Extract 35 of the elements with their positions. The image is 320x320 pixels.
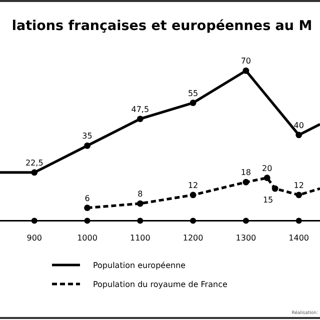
data-label: 47,5	[131, 104, 150, 114]
data-label: 15	[262, 196, 274, 205]
point	[242, 178, 250, 186]
point	[190, 192, 196, 198]
x-tick-label: 1400	[288, 234, 310, 243]
x-tick-label: 1000	[77, 234, 98, 243]
point	[296, 132, 302, 138]
data-label: 12	[188, 180, 198, 190]
point	[264, 174, 270, 182]
point	[84, 204, 90, 212]
data-label: 12	[294, 180, 304, 190]
x-tick-label: 1200	[182, 234, 204, 243]
data-label: 8	[138, 190, 143, 199]
data-label: 20	[262, 164, 272, 173]
x-tick-label: 900	[26, 234, 42, 243]
legend-label: Population européenne	[93, 261, 186, 270]
point	[136, 116, 144, 122]
point	[242, 68, 250, 74]
chart-title: lations françaises et européennes au M	[12, 18, 312, 34]
legend-label: Population du royaume de France	[93, 280, 228, 289]
point	[84, 142, 90, 149]
data-label: 22,5	[25, 158, 44, 168]
x-tick-label: 1100	[130, 234, 150, 243]
point	[296, 192, 302, 198]
data-label: 18	[240, 168, 252, 178]
data-label: 55	[188, 88, 198, 98]
point	[31, 169, 38, 176]
point	[272, 185, 278, 192]
data-label: 35	[82, 132, 92, 141]
data-label: 6	[84, 194, 90, 203]
data-label: 70	[240, 56, 252, 66]
point	[136, 200, 144, 207]
data-label: 40	[294, 120, 304, 130]
x-tick-label: 1300	[236, 234, 256, 243]
point	[190, 100, 196, 106]
